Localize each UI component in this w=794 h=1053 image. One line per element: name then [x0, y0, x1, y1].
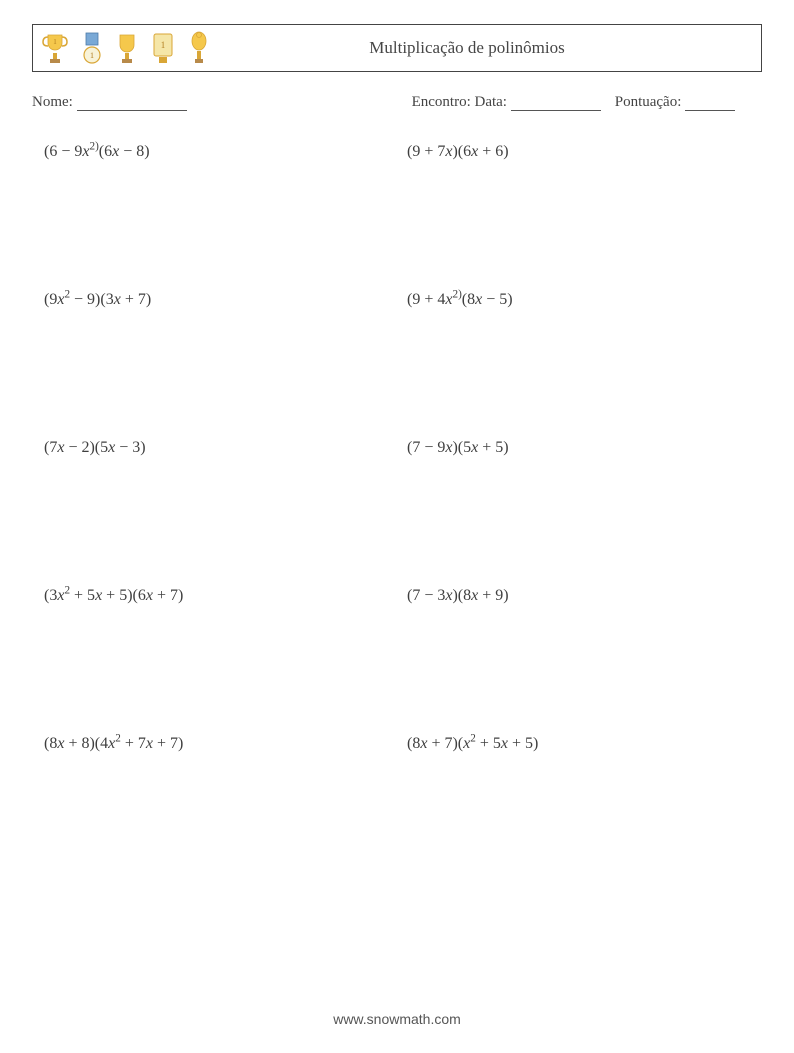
- problem-8: (7 − 3x)(8x + 9): [407, 587, 750, 605]
- problem-1: (6 − 9x2)(6x − 8): [44, 143, 387, 161]
- name-label: Nome:: [32, 94, 73, 110]
- trophy-icon: 1: [41, 31, 69, 65]
- problem-9: (8x + 8)(4x2 + 7x + 7): [44, 735, 387, 753]
- name-blank: [77, 96, 187, 111]
- problem-5: (7x − 2)(5x − 3): [44, 439, 387, 457]
- problem-2: (9 + 7x)(6x + 6): [407, 143, 750, 161]
- info-row: Nome: Encontro: Data: Pontuação:: [32, 94, 762, 111]
- problem-6: (7 − 9x)(5x + 5): [407, 439, 750, 457]
- score-label: Pontuação:: [615, 94, 682, 110]
- date-blank: [511, 96, 601, 111]
- date-label: Encontro: Data:: [412, 94, 507, 110]
- problem-4: (9 + 4x2)(8x − 5): [407, 291, 750, 309]
- footer-url: www.snowmath.com: [0, 1011, 794, 1027]
- worksheet-header: 1 1 1: [32, 24, 762, 72]
- svg-text:1: 1: [90, 51, 94, 60]
- problem-10: (8x + 7)(x2 + 5x + 5): [407, 735, 750, 753]
- svg-text:1: 1: [161, 40, 166, 50]
- worksheet-title: Multiplicação de polinômios: [211, 38, 753, 58]
- score-blank: [685, 96, 735, 111]
- trophy-cup-icon: [187, 31, 211, 65]
- problem-7: (3x2 + 5x + 5)(6x + 7): [44, 587, 387, 605]
- problems-grid: (6 − 9x2)(6x − 8) (9 + 7x)(6x + 6) (9x2 − …: [32, 143, 762, 753]
- problem-3: (9x2 − 9)(3x + 7): [44, 291, 387, 309]
- header-icons: 1 1 1: [41, 31, 211, 65]
- plaque-icon: 1: [151, 31, 175, 65]
- medal-square-icon: 1: [81, 31, 103, 65]
- svg-text:1: 1: [53, 38, 57, 46]
- trophy-gold-icon: [115, 31, 139, 65]
